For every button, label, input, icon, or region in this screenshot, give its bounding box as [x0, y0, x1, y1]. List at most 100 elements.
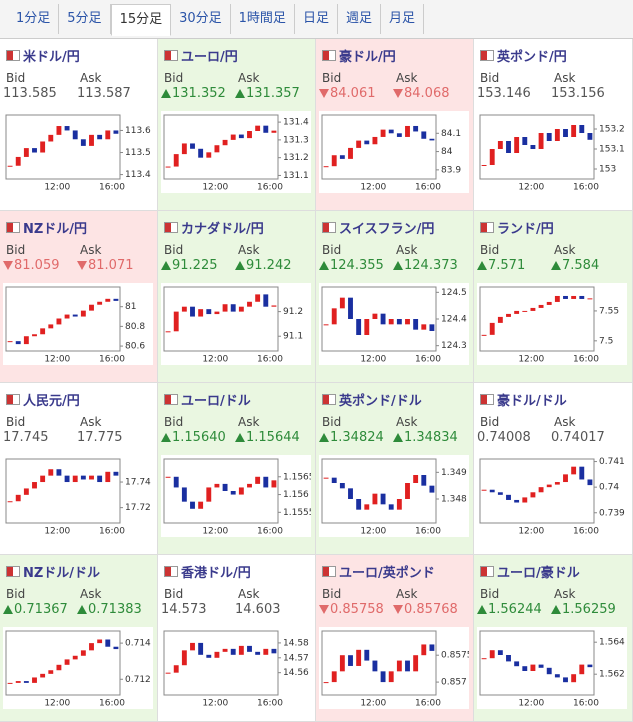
plot-frame [479, 286, 595, 352]
tab[interactable]: 30分足 [171, 4, 231, 34]
y-tick-label: 0.857 [441, 678, 467, 688]
ask-value: 84.068 [393, 86, 450, 101]
pair-link[interactable]: ユーロ/ドル [164, 390, 251, 409]
candle [413, 125, 419, 132]
trend-arrow [319, 433, 329, 442]
candle [554, 295, 560, 302]
trend-arrow [77, 261, 87, 270]
tab[interactable]: 5分足 [59, 4, 111, 34]
candle [190, 143, 195, 149]
y-tick-label: 113.4 [125, 170, 151, 180]
pair-link[interactable]: ユーロ/豪ドル [480, 562, 580, 581]
candle [198, 501, 204, 509]
candle [538, 133, 544, 149]
pair-link[interactable]: 人民元/円 [6, 390, 80, 409]
ask-value: 0.85768 [393, 602, 458, 617]
candle [181, 143, 187, 155]
candle [181, 650, 187, 666]
flag-icon [480, 222, 494, 233]
y-tick-label: 153 [599, 165, 616, 175]
x-tick-label: 16:00 [257, 699, 283, 709]
candle [56, 318, 62, 325]
candle [587, 664, 593, 668]
mini-chart: 1.564 1.562 12:00 16:00 [477, 627, 627, 709]
y-tick-label: 91.1 [283, 332, 303, 342]
mini-chart: 0.741 0.74 0.739 12:00 16:00 [477, 455, 627, 537]
pair-link[interactable]: スイスフラン/円 [322, 218, 434, 237]
trend-arrow [477, 261, 487, 270]
ask-value: 7.584 [551, 258, 599, 273]
candle [105, 298, 111, 302]
ask-value: 1.15644 [235, 430, 300, 445]
trend-arrow [393, 605, 403, 614]
candle [388, 129, 394, 134]
ask-value: 91.242 [235, 258, 292, 273]
tab[interactable]: 1時間足 [231, 4, 295, 34]
mini-chart: 0.8575 0.857 12:00 16:00 [319, 627, 469, 709]
candle [214, 311, 220, 315]
flag-icon [322, 222, 336, 233]
flag-icon [480, 566, 494, 577]
pair-link[interactable]: ユーロ/円 [164, 46, 238, 65]
x-tick-label: 16:00 [99, 699, 125, 709]
candle [89, 475, 94, 480]
bid-value: 113.585 [3, 86, 57, 101]
y-tick-label: 131.2 [283, 153, 309, 163]
pair-link[interactable]: 豪ドル/ドル [480, 390, 567, 409]
pair-link[interactable]: 米ドル/円 [6, 46, 80, 65]
candle [222, 648, 228, 652]
pair-link[interactable]: ランド/円 [480, 218, 554, 237]
candle [506, 141, 511, 153]
bid-text: 124.355 [330, 258, 384, 273]
y-tick-label: 131.3 [283, 135, 309, 145]
bid-label: Bid [322, 415, 342, 429]
mini-chart: 131.4 131.3 131.2 131.1 12:00 16:00 [161, 111, 311, 193]
ask-text: 1.56259 [562, 602, 616, 617]
x-tick-label: 16:00 [415, 355, 441, 365]
candle [546, 133, 552, 141]
pair-link[interactable]: カナダドル/円 [164, 218, 264, 237]
tab[interactable]: 15分足 [110, 3, 172, 36]
ask-value: 0.74017 [551, 430, 605, 445]
candle [546, 667, 552, 675]
candle [421, 324, 427, 330]
mini-chart: 113.6 113.5 113.4 12:00 16:00 [3, 111, 153, 193]
plot-frame [163, 286, 279, 352]
ask-text: 1.15644 [246, 430, 300, 445]
ask-label: Ask [80, 415, 102, 429]
tab[interactable]: 月足 [381, 4, 424, 34]
candle [489, 489, 495, 493]
candle [554, 482, 560, 485]
bid-text: 0.74008 [477, 430, 531, 445]
candle [89, 304, 94, 311]
trend-arrow [161, 433, 171, 442]
y-tick-label: 131.1 [283, 171, 309, 181]
ask-label: Ask [396, 243, 418, 257]
pair-name: ユーロ/円 [181, 50, 238, 65]
ask-text: 81.071 [88, 258, 134, 273]
y-tick-label: 1.1565 [283, 472, 311, 482]
rate-panel: スイスフラン/円 Bid Ask 124.355 124.373 124.5 124.4 12… [316, 211, 474, 383]
candle [522, 497, 528, 503]
pair-link[interactable]: NZドル/ドル [6, 562, 100, 581]
candle [571, 295, 577, 299]
candle [230, 134, 236, 140]
candle [255, 294, 261, 302]
candle [105, 639, 111, 647]
tab[interactable]: 日足 [295, 4, 338, 34]
pair-link[interactable]: ユーロ/英ポンド [322, 562, 435, 581]
y-tick-label: 113.6 [125, 126, 151, 136]
pair-link[interactable]: 香港ドル/円 [164, 562, 251, 581]
tab[interactable]: 週足 [338, 4, 381, 34]
flag-icon [164, 566, 178, 577]
tab[interactable]: 1分足 [8, 4, 60, 34]
pair-link[interactable]: NZドル/円 [6, 218, 87, 237]
pair-link[interactable]: 豪ドル/円 [322, 46, 396, 65]
trend-arrow [235, 261, 245, 270]
bid-value: 81.059 [3, 258, 60, 273]
pair-link[interactable]: 英ポンド/円 [480, 46, 567, 65]
pair-link[interactable]: 英ポンド/ドル [322, 390, 422, 409]
pair-name: 人民元/円 [23, 394, 80, 409]
candle [48, 670, 54, 674]
